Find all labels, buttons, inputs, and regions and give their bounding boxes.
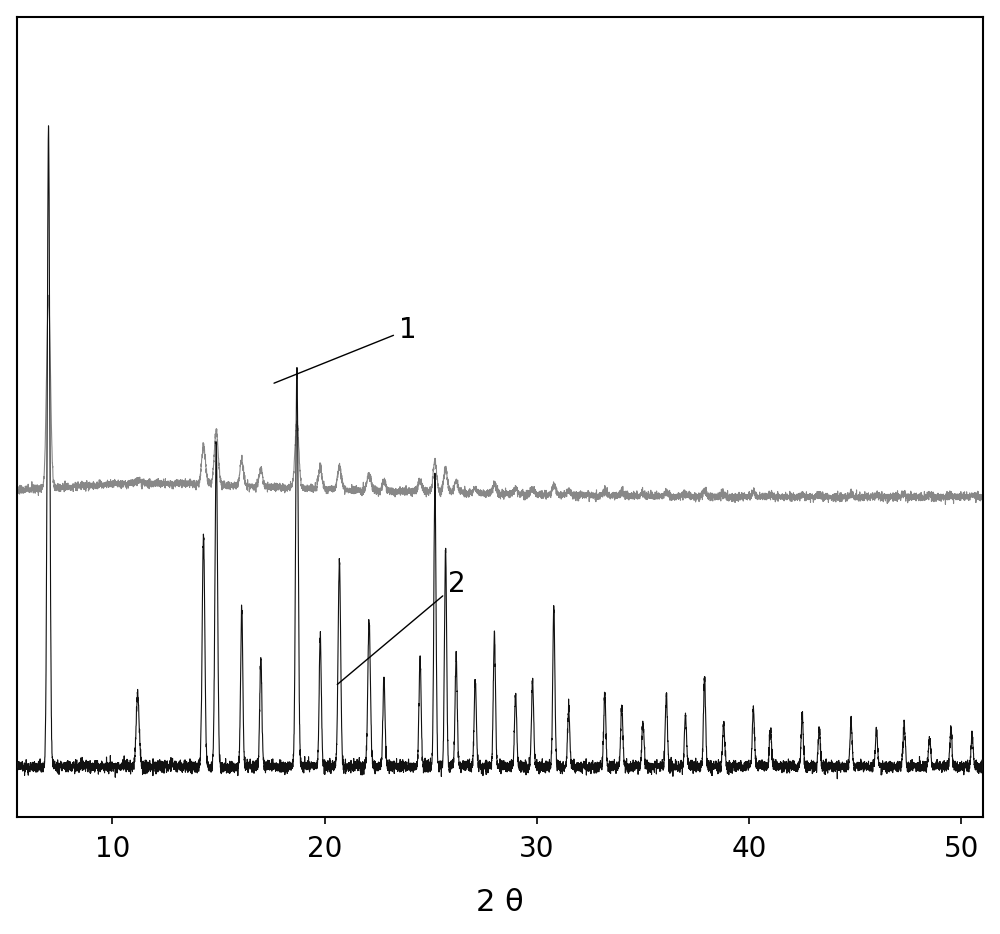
Text: 1: 1 xyxy=(274,316,416,383)
X-axis label: 2 θ: 2 θ xyxy=(476,888,523,917)
Text: 2: 2 xyxy=(337,571,465,685)
